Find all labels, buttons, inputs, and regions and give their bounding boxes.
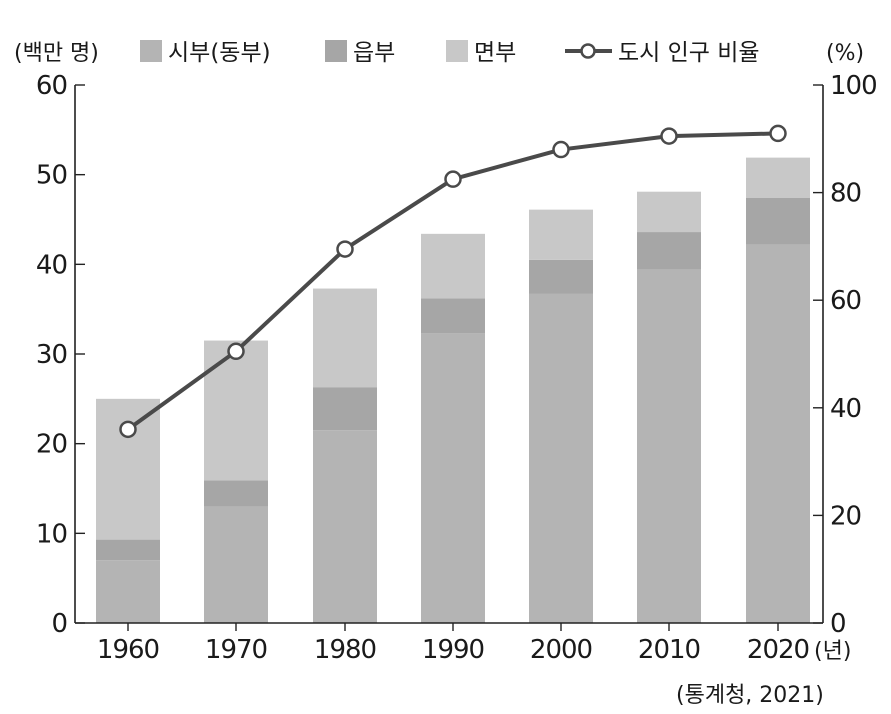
source-note: (통계청, 2021): [676, 683, 824, 708]
legend-label-sibu: 시부(동부): [168, 40, 271, 66]
x-axis-unit: (년): [814, 639, 851, 664]
left-tick-label: 0: [51, 609, 67, 639]
bar-myeonbu-2000: [529, 209, 593, 260]
legend-swatch-eupbu: [325, 40, 347, 62]
bar-sibu-1980: [313, 430, 377, 623]
bar-eupbu-1970: [204, 480, 268, 507]
bar-sibu-2010: [637, 269, 701, 623]
bar-sibu-1990: [421, 333, 485, 623]
bar-myeonbu-2010: [637, 191, 701, 233]
right-tick-label: 0: [830, 609, 846, 639]
bar-myeonbu-1990: [421, 233, 485, 299]
bar-eupbu-2000: [529, 259, 593, 294]
line-layer: [119, 124, 787, 439]
legend: 시부(동부) 읍부 면부 도시 인구 비율: [140, 40, 760, 66]
bar-sibu-2020: [746, 244, 810, 623]
urban-ratio-point-2010: [660, 127, 678, 145]
bar-sibu-2000: [529, 293, 593, 623]
left-tick-label: 60: [36, 71, 67, 101]
legend-label-urban-ratio: 도시 인구 비율: [618, 40, 760, 66]
legend-marker-sample: [580, 43, 596, 59]
x-tick-label: 2010: [638, 635, 700, 665]
urban-ratio-point-1990: [444, 170, 462, 188]
bar-eupbu-2020: [746, 197, 810, 245]
bar-myeonbu-1970: [204, 340, 268, 481]
bars-layer: [96, 157, 810, 623]
right-tick-label: 100: [830, 71, 877, 101]
x-tick-label: 1970: [205, 635, 267, 665]
bar-sibu-1970: [204, 506, 268, 623]
right-tick-label: 40: [830, 394, 861, 424]
legend-swatch-sibu: [140, 40, 162, 62]
bar-eupbu-1990: [421, 298, 485, 334]
legend-label-myeonbu: 면부: [474, 40, 516, 66]
left-tick-label: 40: [36, 250, 67, 280]
urban-ratio-point-2000: [552, 140, 570, 159]
axes-layer: 0 10 20 30 40 50 60 0 20 40 60 80 100 1960 1970 1980 199…: [36, 71, 878, 665]
left-tick-label: 30: [36, 340, 67, 370]
x-tick-label: 1990: [422, 635, 484, 665]
urban-ratio-point-1980: [336, 240, 354, 258]
bar-myeonbu-1960: [96, 398, 160, 540]
right-axis-unit: (%): [826, 41, 864, 66]
bar-sibu-1960: [96, 560, 160, 623]
x-tick-label: 1980: [314, 635, 376, 665]
legend-swatch-myeonbu: [446, 40, 468, 62]
x-tick-label: 2020: [747, 635, 809, 665]
bar-myeonbu-2020: [746, 157, 810, 198]
left-axis-unit: (백만 명): [14, 41, 99, 66]
left-tick-label: 20: [36, 430, 67, 460]
bar-eupbu-1980: [313, 387, 377, 431]
right-tick-label: 80: [830, 179, 861, 209]
x-tick-label: 2000: [530, 635, 592, 665]
x-tick-label: 1960: [97, 635, 159, 665]
bar-eupbu-2010: [637, 232, 701, 270]
bar-myeonbu-1980: [313, 288, 377, 388]
right-tick-label: 60: [830, 286, 861, 316]
right-tick-label: 20: [830, 501, 861, 531]
urban-ratio-point-1960: [119, 420, 137, 439]
left-tick-label: 50: [36, 161, 67, 191]
left-tick-label: 10: [36, 519, 67, 549]
legend-label-eupbu: 읍부: [353, 40, 395, 66]
urban-ratio-point-2020: [769, 124, 787, 143]
bar-eupbu-1960: [96, 539, 160, 561]
urban-ratio-point-1970: [227, 342, 245, 361]
